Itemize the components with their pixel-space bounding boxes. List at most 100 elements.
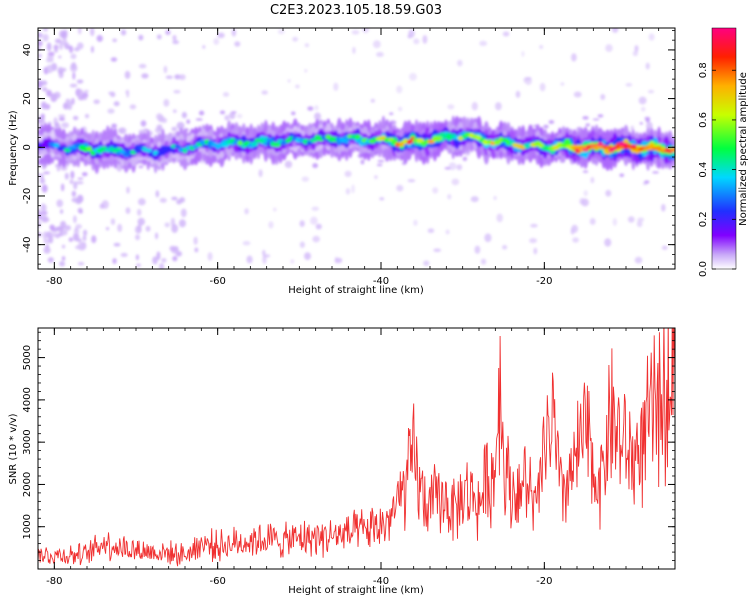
noise-blob (60, 166, 68, 171)
noise-blob (164, 222, 170, 228)
noise-blob (376, 163, 383, 167)
noise-blob (304, 43, 310, 48)
noise-blob (152, 256, 158, 265)
noise-blob (311, 206, 320, 211)
noise-blob (178, 219, 186, 228)
noise-blob (597, 114, 604, 118)
band-cell (416, 138, 425, 143)
noise-blob (156, 113, 163, 121)
noise-blob (351, 30, 360, 35)
noise-blob (73, 215, 77, 224)
noise-blob (451, 178, 460, 186)
noise-blob (213, 38, 220, 45)
noise-blob (292, 36, 299, 42)
snr-series-line (38, 328, 675, 567)
noise-blob (312, 235, 320, 243)
noise-blob (396, 85, 403, 94)
noise-blob (360, 159, 365, 165)
noise-blob (172, 109, 177, 113)
noise-blob (42, 231, 48, 241)
noise-blob (174, 74, 181, 80)
noise-blob (126, 186, 130, 194)
noise-blob (344, 170, 352, 178)
noise-blob (474, 245, 481, 254)
noise-blob (582, 116, 589, 120)
noise-blob (176, 199, 182, 205)
noise-blob (244, 208, 249, 215)
noise-blob (58, 227, 64, 233)
noise-blob (572, 237, 579, 243)
noise-blob (171, 224, 179, 233)
band-cell (387, 137, 395, 142)
snr-ytick-label: 2000 (22, 472, 33, 497)
noise-blob (67, 101, 73, 111)
noise-blob (287, 79, 291, 83)
noise-blob (389, 112, 394, 116)
noise-blob (370, 98, 375, 103)
noise-blob (582, 170, 589, 173)
noise-blob (41, 184, 48, 193)
noise-blob (59, 30, 67, 39)
noise-blob (53, 49, 59, 53)
noise-blob (627, 216, 635, 223)
noise-blob (45, 58, 54, 63)
noise-blob (571, 224, 579, 233)
noise-blob (470, 196, 479, 203)
noise-blob (634, 45, 639, 53)
colorbar-tick-label: 0.2 (698, 211, 709, 227)
snr-ytick-label: 5000 (22, 345, 33, 370)
noise-blob (228, 112, 236, 120)
noise-blob (65, 98, 71, 103)
noise-blob (262, 249, 266, 256)
noise-blob (314, 105, 319, 111)
noise-blob (137, 222, 142, 232)
noise-blob (581, 198, 589, 207)
noise-blob (543, 124, 549, 129)
noise-blob (46, 89, 52, 97)
spectrogram-xtick-label: -80 (46, 276, 62, 287)
snr-xtick-label: -60 (209, 576, 225, 587)
noise-blob (63, 42, 70, 49)
noise-blob (105, 227, 110, 231)
noise-blob (38, 116, 45, 125)
noise-blob (661, 245, 668, 250)
colorbar: 0.0 0.2 0.4 0.6 0.8 Normalized spectral ampl… (698, 27, 749, 277)
noise-blob (432, 187, 439, 194)
noise-blob (521, 50, 525, 57)
noise-blob (625, 82, 633, 87)
noise-blob (77, 261, 85, 266)
noise-blob (138, 165, 144, 169)
noise-blob (61, 122, 70, 129)
noise-blob (334, 257, 343, 264)
noise-blob (38, 80, 43, 89)
noise-blob (530, 223, 538, 228)
noise-blob (246, 255, 253, 264)
noise-blob (50, 232, 57, 238)
noise-blob (90, 28, 95, 37)
noise-blob (145, 225, 151, 232)
noise-blob (268, 221, 274, 229)
noise-blob (299, 241, 305, 248)
noise-blob (140, 120, 147, 127)
noise-blob (59, 41, 63, 51)
noise-blob (307, 106, 314, 111)
noise-blob (647, 89, 655, 94)
noise-blob (312, 163, 318, 169)
noise-blob (75, 180, 84, 185)
noise-blob (38, 173, 44, 177)
noise-blob (58, 114, 66, 118)
noise-blob (71, 197, 80, 203)
spectrogram-ytick-label: 20 (22, 92, 33, 105)
noise-blob (202, 45, 206, 49)
noise-blob (573, 91, 582, 98)
noise-blob (422, 34, 428, 44)
noise-blob (495, 102, 502, 111)
noise-blob (529, 238, 538, 244)
noise-blob (648, 33, 655, 41)
noise-blob (198, 110, 205, 116)
noise-blob (59, 261, 66, 267)
noise-blob (112, 38, 118, 43)
noise-blob (351, 184, 355, 194)
noise-blob (548, 120, 555, 124)
noise-blob (60, 220, 67, 230)
